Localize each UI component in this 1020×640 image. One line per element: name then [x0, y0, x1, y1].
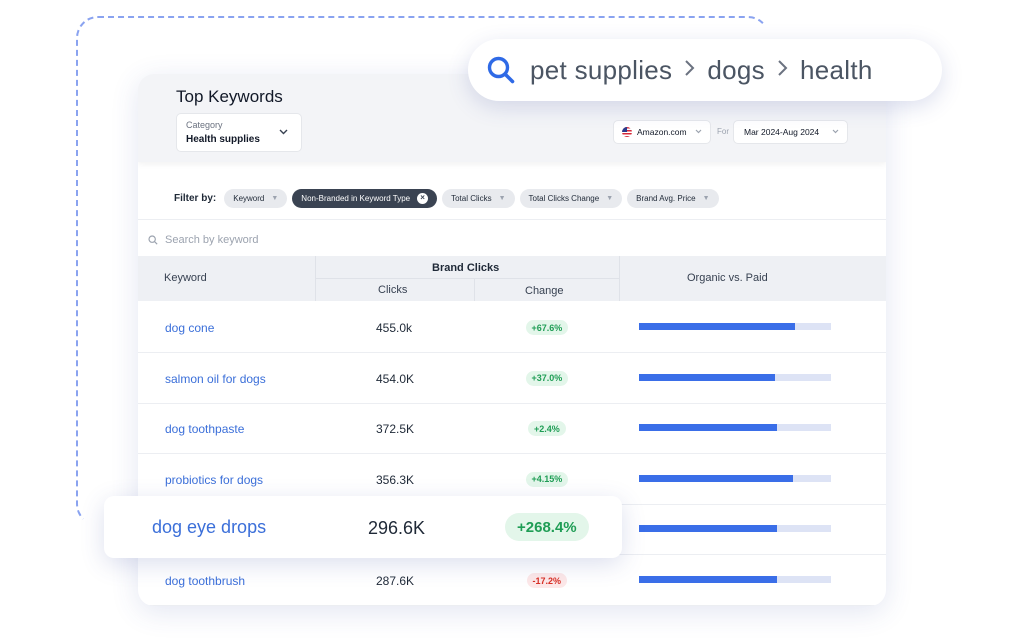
organic-share-fill [639, 424, 778, 432]
clicks-value: 455.0k [376, 321, 413, 335]
organic-share-fill [639, 373, 776, 381]
chevron-down-icon [279, 127, 288, 138]
keyword-link[interactable]: salmon oil for dogs [165, 371, 266, 386]
chevron-right-icon [684, 57, 695, 83]
organic-share-fill [639, 323, 795, 330]
date-range-select[interactable]: Mar 2024-Aug 2024 [733, 120, 848, 144]
table-row[interactable]: dog toothbrush 287.6K -17.2% [138, 555, 886, 606]
keyword-search [148, 232, 465, 248]
clicks-value: 287.6K [376, 574, 415, 588]
breadcrumb-item[interactable]: dogs [707, 54, 765, 85]
col-change[interactable]: Change [525, 285, 564, 297]
chevron-down-icon [695, 127, 702, 136]
chip-label: Total Clicks Change [528, 193, 600, 203]
chip-label: Brand Avg. Price [636, 193, 696, 203]
chip-label: Non-Branded in Keyword Type [301, 193, 411, 203]
filter-label: Filter by: [174, 192, 217, 204]
keyword-link[interactable]: dog toothpaste [165, 422, 245, 437]
change-badge: +4.15% [525, 471, 569, 487]
table-row[interactable]: dog cone 455.0k +67.6% [138, 302, 886, 353]
organic-share-fill [639, 576, 778, 583]
category-breadcrumb: pet supplies dogs health [468, 39, 942, 101]
group-divider [315, 278, 619, 279]
chip-label: Keyword [233, 193, 265, 203]
chevron-right-icon [777, 57, 788, 83]
change-badge: +37.0% [525, 370, 569, 386]
table-row[interactable]: dog toothpaste 372.5K +2.4% [138, 403, 886, 455]
highlighted-change-badge: +268.4% [505, 513, 589, 541]
highlighted-keyword[interactable]: dog eye drops [152, 517, 267, 537]
us-flag-icon [622, 127, 632, 137]
search-icon [148, 235, 158, 245]
divider [138, 219, 886, 220]
date-range-value: Mar 2024-Aug 2024 [744, 127, 820, 137]
category-value: Health supplies [186, 134, 260, 145]
chip-label: Total Clicks [451, 193, 492, 203]
decorative-dashed-frame [76, 16, 770, 526]
change-badge: +67.6% [525, 320, 569, 335]
keyword-link[interactable]: probiotics for dogs [165, 472, 264, 487]
clicks-value: 356.3K [376, 472, 415, 487]
organic-share-fill [639, 474, 793, 482]
table-header: Keyword Brand Clicks Clicks Change Organ… [138, 256, 886, 301]
clicks-value: 372.5K [376, 422, 415, 437]
col-keyword[interactable]: Keyword [164, 272, 207, 284]
breadcrumb-item[interactable]: health [799, 54, 873, 85]
organic-vs-paid-bar [639, 525, 831, 533]
clicks-value: 454.0K [376, 371, 415, 386]
change-badge: +2.4% [528, 421, 566, 437]
organic-share-fill [639, 525, 778, 533]
filter-chip-total-clicks[interactable]: Total Clicks ▼ [442, 188, 515, 208]
chevron-down-icon [832, 127, 839, 136]
filter-chip-total-clicks-change[interactable]: Total Clicks Change ▼ [519, 188, 623, 208]
close-icon[interactable]: × [417, 192, 429, 204]
search-input[interactable] [165, 234, 465, 246]
organic-vs-paid-bar [639, 474, 831, 482]
caret-down-icon: ▼ [271, 194, 279, 202]
marketplace-value: Amazon.com [637, 127, 687, 137]
search-icon [487, 56, 515, 84]
marketplace-select[interactable]: Amazon.com [613, 120, 711, 144]
organic-vs-paid-bar [639, 424, 831, 432]
filter-bar: Filter by: Keyword ▼ Non-Branded in Keyw… [174, 188, 724, 208]
highlighted-row-callout[interactable]: dog eye drops 296.6K +268.4% [104, 496, 622, 558]
category-select[interactable]: Category Health supplies [176, 113, 302, 152]
change-badge: -17.2% [526, 573, 568, 588]
caret-down-icon: ▼ [498, 194, 506, 202]
highlighted-clicks: 296.6K [368, 518, 426, 538]
column-divider [474, 278, 475, 301]
filter-chip-keyword[interactable]: Keyword ▼ [224, 188, 288, 208]
breadcrumb-item[interactable]: pet supplies [530, 54, 673, 85]
filter-chip-non-branded[interactable]: Non-Branded in Keyword Type × [292, 188, 438, 208]
organic-vs-paid-bar [639, 373, 831, 381]
panel-header: Top Keywords Category Health supplies Am… [138, 74, 886, 162]
organic-vs-paid-bar [639, 323, 831, 330]
for-label: For [717, 127, 729, 136]
table-row[interactable]: salmon oil for dogs 454.0K +37.0% [138, 353, 886, 404]
col-organic-vs-paid[interactable]: Organic vs. Paid [687, 272, 768, 284]
keyword-link[interactable]: dog toothbrush [165, 574, 246, 588]
organic-vs-paid-bar [639, 576, 831, 583]
caret-down-icon: ▼ [702, 194, 710, 202]
category-label: Category [186, 120, 223, 130]
panel-title: Top Keywords [176, 87, 283, 106]
filter-chip-brand-avg-price[interactable]: Brand Avg. Price ▼ [627, 188, 719, 208]
col-clicks[interactable]: Clicks [378, 284, 408, 296]
keyword-link[interactable]: dog cone [165, 321, 215, 335]
caret-down-icon: ▼ [606, 194, 614, 202]
column-divider [619, 256, 620, 301]
col-group-brand-clicks: Brand Clicks [432, 262, 500, 274]
